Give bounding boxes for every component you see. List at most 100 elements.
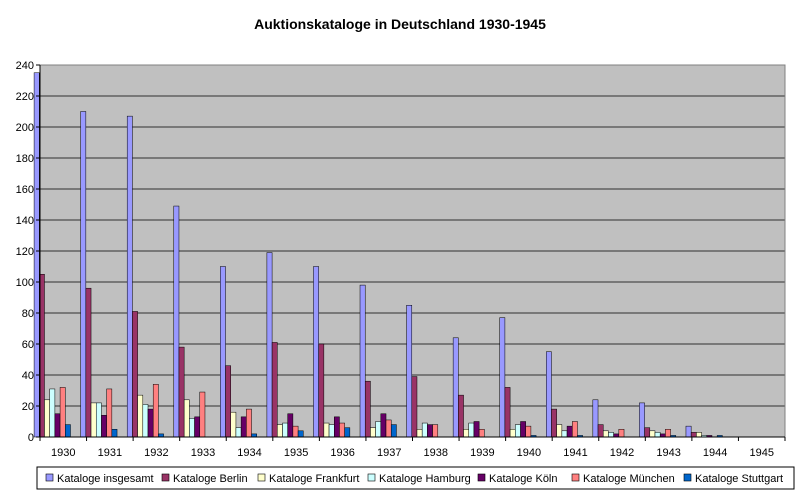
bar: [95, 402, 102, 438]
legend-label: Kataloge Frankfurt: [269, 473, 360, 485]
bar: [199, 391, 206, 438]
bar: [292, 425, 299, 438]
bar: [520, 421, 526, 438]
legend-label: Kataloge Hamburg: [379, 473, 471, 485]
x-tick-label: 1943: [656, 447, 680, 459]
x-tick-label: 1944: [703, 447, 727, 459]
bar: [297, 430, 304, 438]
bar: [240, 416, 247, 438]
y-axis-ticks: 0 20 40 60 80 100 120 140 160 180 200 220 240: [16, 60, 40, 444]
bar: [359, 284, 366, 438]
legend-swatch: [257, 473, 266, 482]
bar: [416, 429, 423, 438]
legend-swatch: [161, 473, 170, 482]
bar: [323, 422, 330, 438]
bar: [44, 399, 50, 438]
bar: [142, 404, 149, 438]
bar: [561, 430, 568, 438]
legend-item: Kataloge Frankfurt: [257, 473, 360, 485]
bar: [515, 424, 521, 438]
series-0: [33, 72, 692, 438]
bar: [411, 376, 418, 438]
x-tick-label: 1939: [470, 447, 494, 459]
y-tick-label: 220: [16, 91, 34, 103]
bar: [106, 388, 113, 438]
x-tick-label: 1934: [237, 447, 261, 459]
x-tick-label: 1933: [191, 447, 215, 459]
bar: [65, 424, 71, 438]
bar: [385, 419, 392, 438]
bar: [364, 380, 371, 438]
legend-swatch: [571, 473, 580, 482]
bar: [318, 343, 325, 438]
bar: [525, 425, 532, 438]
bar: [566, 425, 573, 438]
legend-label: Kataloge Stuttgart: [695, 473, 783, 485]
legend-swatch: [367, 473, 376, 482]
bar: [271, 342, 278, 438]
bar: [111, 429, 118, 438]
bar: [277, 424, 283, 438]
bar: [644, 427, 651, 438]
bar: [696, 432, 702, 438]
legend-item: Kataloge Köln: [477, 473, 558, 485]
series-1: [39, 274, 697, 438]
bar: [220, 266, 226, 438]
legend-label: Kataloge München: [583, 473, 675, 485]
legend-item: Kataloge München: [571, 473, 675, 485]
y-tick-label: 20: [22, 401, 34, 413]
bar: [406, 305, 413, 438]
bar: [282, 422, 288, 438]
x-tick-label: 1936: [330, 447, 354, 459]
bar: [390, 424, 397, 438]
bar: [478, 429, 485, 438]
bar: [101, 415, 107, 438]
bar: [178, 346, 185, 438]
x-axis-ticks: 1930 1931 1932 1933 1934 1935 1936 1937 1938 1939…: [39, 437, 786, 459]
bar: [639, 402, 645, 438]
bar: [85, 287, 92, 438]
x-tick-label: 1942: [610, 447, 634, 459]
x-tick-label: 1931: [98, 447, 122, 459]
x-tick-label: 1945: [749, 447, 773, 459]
bar: [421, 422, 428, 438]
legend-item: Kataloge Stuttgart: [683, 473, 783, 485]
x-tick-label: 1940: [517, 447, 541, 459]
bar: [334, 416, 340, 438]
y-tick-label: 160: [16, 184, 34, 196]
bar: [147, 408, 154, 438]
x-tick-label: 1932: [144, 447, 168, 459]
bar: [266, 252, 273, 438]
bar: [287, 413, 294, 438]
bar: [173, 205, 180, 438]
gridlines: [40, 64, 785, 407]
bar: [432, 424, 439, 438]
bar: [618, 429, 625, 438]
bar: [59, 387, 66, 438]
bar: [328, 424, 335, 438]
y-tick-label: 40: [22, 370, 34, 382]
series-2: [44, 394, 702, 438]
bar: [597, 424, 604, 438]
bar: [452, 337, 459, 438]
bar: [126, 115, 133, 438]
y-tick-label: 140: [16, 215, 34, 227]
bar: [504, 387, 511, 438]
legend-label: Kataloge Berlin: [173, 473, 248, 485]
x-tick-label: 1937: [377, 447, 401, 459]
bar: [468, 422, 475, 438]
x-tick-label: 1941: [563, 447, 587, 459]
y-tick-label: 100: [16, 277, 34, 289]
bar: [427, 424, 433, 438]
bar: [344, 427, 351, 438]
y-tick-label: 120: [16, 246, 34, 258]
legend-label: Kataloge Köln: [489, 473, 558, 485]
bar: [499, 317, 506, 438]
bar: [572, 421, 578, 438]
bar: [690, 432, 697, 438]
bar: [225, 365, 231, 438]
bar: [602, 430, 609, 438]
bar: [654, 432, 661, 438]
bar: [54, 413, 61, 438]
